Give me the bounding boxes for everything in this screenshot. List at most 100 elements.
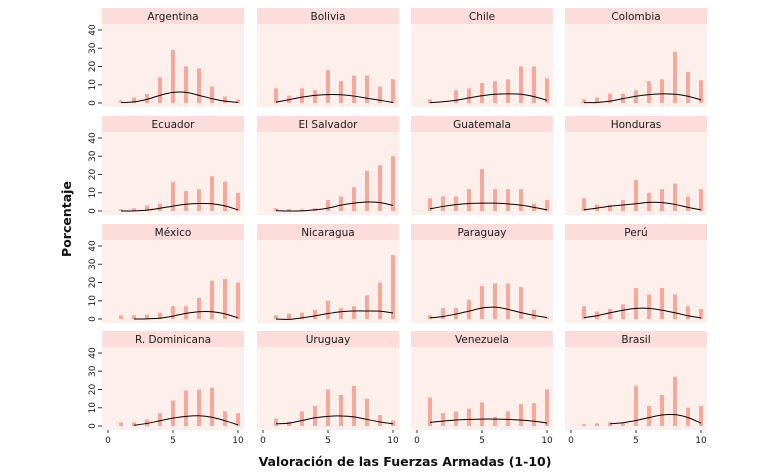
bar	[686, 306, 690, 319]
facet-strip	[565, 331, 707, 347]
density-line	[120, 202, 239, 212]
bar	[545, 200, 549, 211]
bar	[365, 75, 369, 103]
facet-panel: Perú	[565, 224, 707, 323]
bar	[223, 181, 227, 211]
bar	[699, 80, 703, 103]
bar	[506, 189, 510, 211]
bar	[184, 190, 188, 211]
bar	[428, 397, 432, 426]
facet-strip-label: Bolivia	[310, 11, 345, 23]
facet-strip	[411, 331, 553, 347]
facet-strip-label: Perú	[624, 227, 647, 239]
bar	[582, 424, 586, 426]
bar	[313, 309, 317, 319]
facet-panel: R. Dominicana 0 10 20 30 40 0 5 10	[88, 331, 244, 446]
bar	[647, 405, 651, 426]
density-line	[429, 306, 548, 319]
y-tick-label: 30	[88, 150, 98, 162]
bar	[647, 294, 651, 319]
density-line	[275, 201, 394, 212]
bar	[673, 183, 677, 211]
density-line	[583, 201, 702, 211]
bar	[326, 70, 330, 103]
facet-strip	[411, 116, 553, 132]
bar	[391, 255, 395, 319]
bar	[171, 400, 175, 426]
y-tick-label: 10	[88, 295, 98, 307]
facet-strip	[565, 116, 707, 132]
x-tick-label: 5	[170, 436, 176, 446]
bar	[519, 189, 523, 211]
bar	[378, 282, 382, 319]
bar	[223, 96, 227, 103]
x-tick-label: 0	[260, 436, 266, 446]
bar	[287, 313, 291, 319]
bar	[352, 385, 356, 426]
bar	[378, 86, 382, 103]
bar	[132, 315, 136, 319]
x-tick-label: 0	[568, 436, 574, 446]
bar	[352, 75, 356, 103]
bar	[595, 423, 599, 426]
bar	[608, 308, 612, 319]
bar	[119, 100, 123, 103]
y-tick-label: 30	[88, 258, 98, 270]
bar	[480, 169, 484, 211]
facet-strip-label: Colombia	[611, 11, 660, 23]
y-tick-label: 20	[88, 277, 98, 289]
facet-strip-label: Guatemala	[453, 119, 511, 131]
bar	[132, 208, 136, 211]
bar	[132, 422, 136, 426]
bar	[313, 90, 317, 103]
bar	[197, 189, 201, 211]
bar	[506, 283, 510, 319]
y-tick-label: 0	[88, 100, 98, 106]
bar	[158, 312, 162, 319]
bar	[545, 78, 549, 103]
density-line	[133, 310, 239, 320]
bar	[441, 413, 445, 426]
bar	[519, 404, 523, 426]
bar	[532, 309, 536, 319]
bar	[210, 387, 214, 426]
bar	[454, 196, 458, 211]
bar	[378, 415, 382, 426]
y-tick-label: 10	[88, 402, 98, 414]
bar	[660, 189, 664, 211]
bar	[184, 66, 188, 103]
facet-panel: Uruguay 0 5 10	[257, 331, 399, 446]
bar	[313, 405, 317, 426]
density-line	[275, 310, 394, 320]
bar	[480, 286, 484, 319]
y-axis-title: Porcentaje	[59, 181, 74, 257]
bar	[132, 97, 136, 103]
bar	[647, 81, 651, 103]
x-tick-label: 0	[105, 436, 111, 446]
x-tick-label: 5	[325, 436, 331, 446]
bar	[236, 413, 240, 426]
facet-strip-label: Brasil	[621, 334, 650, 346]
facet-strip-label: México	[155, 227, 192, 239]
bar	[441, 308, 445, 319]
bar	[493, 416, 497, 426]
bar	[595, 97, 599, 103]
bar	[454, 411, 458, 426]
bar	[223, 278, 227, 319]
bar	[339, 196, 343, 211]
x-tick-label: 10	[541, 436, 553, 446]
facet-strip	[102, 116, 244, 132]
bar	[582, 198, 586, 211]
x-tick-label: 5	[633, 436, 639, 446]
bar	[119, 422, 123, 426]
facet-strip	[257, 116, 399, 132]
facet-panel: Nicaragua	[257, 224, 399, 323]
bar	[699, 405, 703, 426]
bar	[467, 408, 471, 426]
y-tick-label: 40	[88, 240, 98, 252]
facet-strip-label: Honduras	[611, 119, 662, 131]
facet-strip	[257, 331, 399, 347]
bar	[608, 422, 612, 426]
facet-strip	[102, 8, 244, 24]
bar	[197, 389, 201, 426]
